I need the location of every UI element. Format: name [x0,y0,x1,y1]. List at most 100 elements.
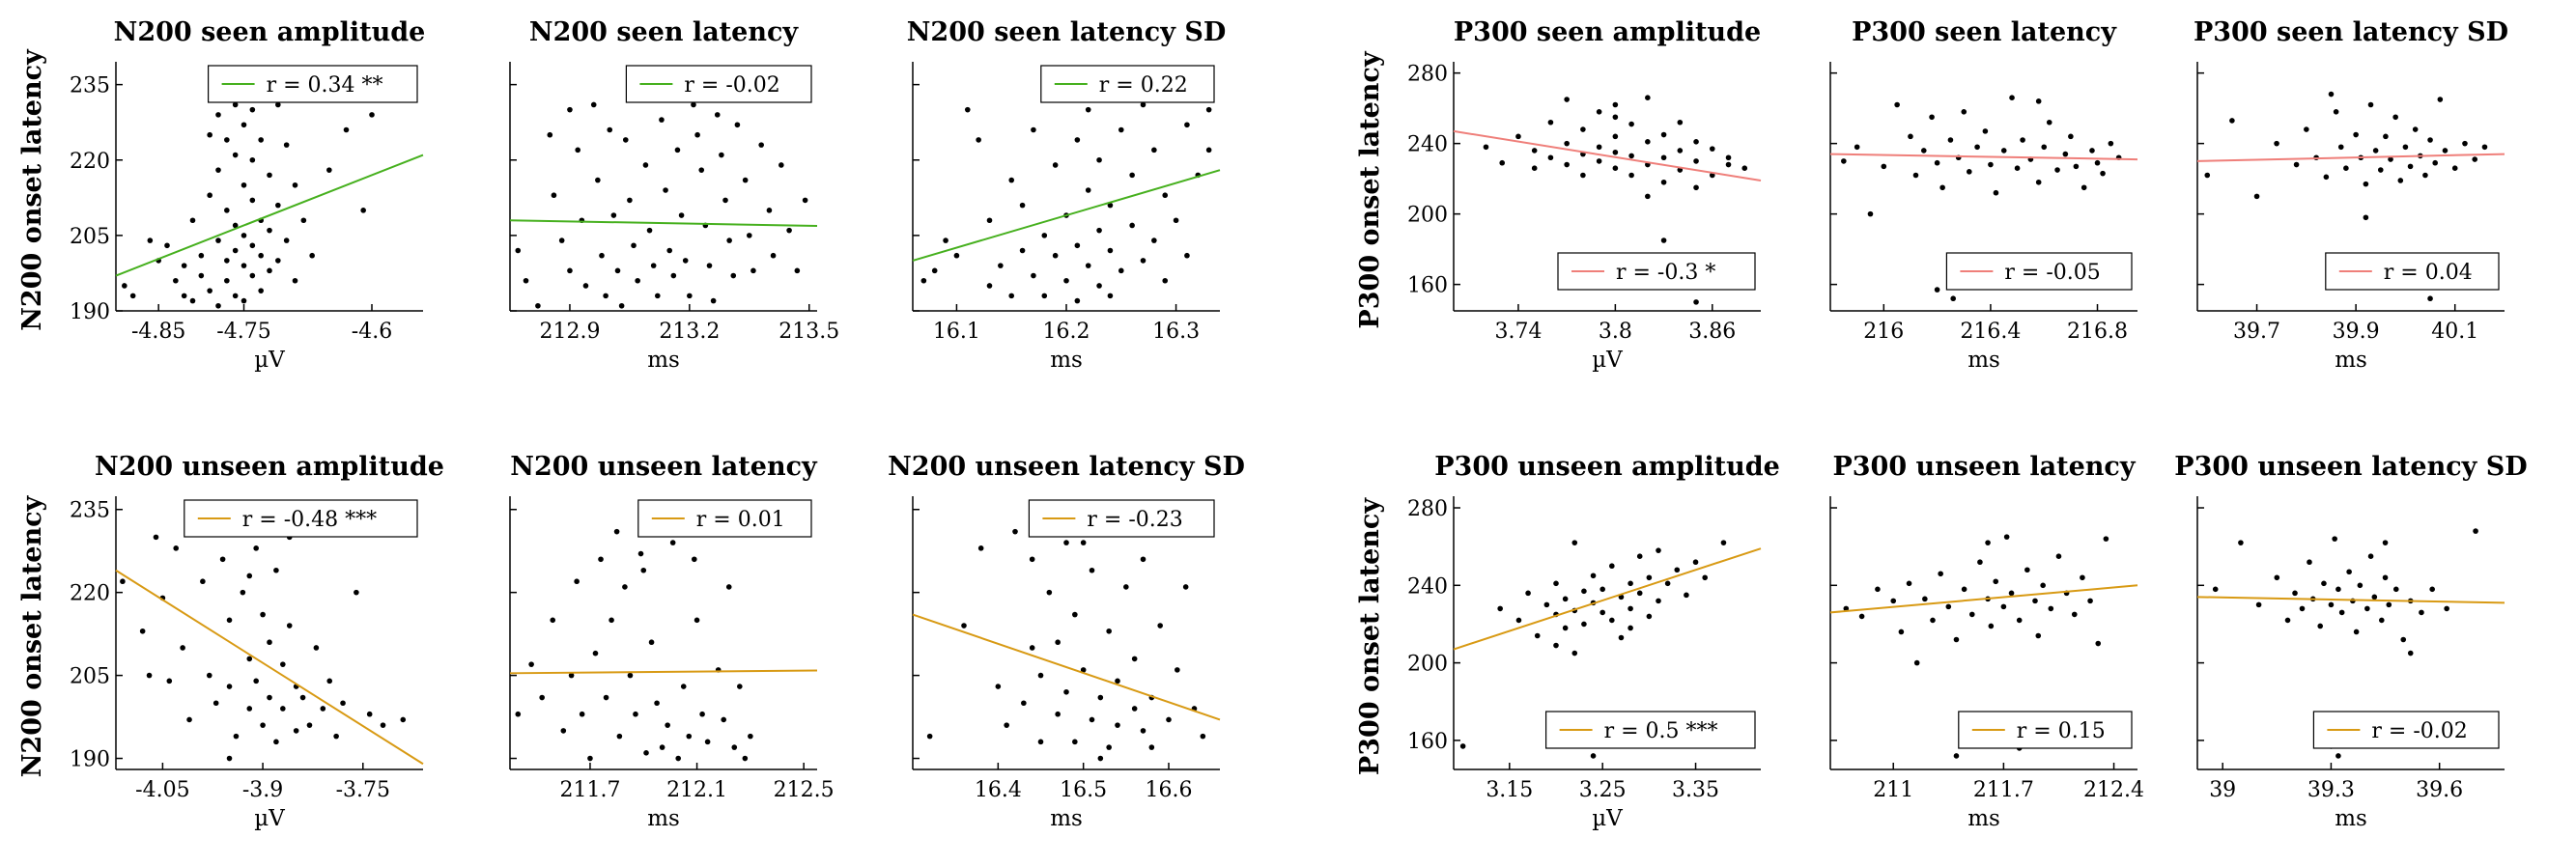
data-point [646,227,653,234]
data-point [226,684,233,689]
data-point [726,237,732,243]
data-point [567,267,573,274]
data-point [189,217,196,224]
x-tick-label: 3.8 [1599,320,1632,344]
data-point [2212,586,2219,593]
data-point [1974,144,1980,151]
data-point [734,122,741,128]
data-point [680,684,687,689]
x-tick-label: 212.1 [666,778,727,802]
data-point [215,237,221,243]
panel-title: P300 seen latency [1852,17,2117,47]
regression-line [509,669,818,675]
data-point [1660,179,1667,185]
data-point [2357,582,2364,589]
data-point [1961,586,1967,593]
legend-label: r = 0.01 [696,508,785,532]
data-point [574,578,580,585]
data-point [931,267,938,274]
data-point [2100,170,2106,177]
data-point [2040,582,2046,589]
data-point [1709,146,1715,152]
regression-line [115,154,424,277]
data-point [2229,118,2235,124]
data-point [1004,722,1009,728]
data-point [224,258,230,264]
data-point [722,197,728,204]
data-point [200,578,206,585]
data-point [1085,187,1091,193]
data-point [1947,137,1954,143]
y-tick-label: 220 [70,582,110,606]
data-point [1118,267,1124,274]
data-point [1628,172,1634,179]
data-point [1021,700,1027,707]
scatter-panel: N200 seen latency SD 16.1 16.2 16.3 ms r = 0.… [907,17,1227,373]
data-point [1140,101,1146,108]
data-point [1499,159,1506,166]
data-point [618,302,625,309]
data-point [614,267,621,274]
data-point [2437,97,2444,102]
data-point [2392,114,2398,121]
data-point [1945,603,1952,610]
data-point [241,297,247,304]
legend-label: r = 0.15 [2017,719,2106,743]
data-point [2472,156,2478,162]
data-point [1151,147,1157,154]
data-point [232,222,239,229]
data-point [748,733,753,740]
data-point [246,656,253,662]
data-point [1131,706,1138,712]
data-point [232,247,239,254]
data-point [1115,722,1120,728]
data-point [273,567,279,573]
y-tick-label: 220 [70,150,110,174]
data-point [692,556,697,563]
data-point [687,293,693,299]
scatter-panel: N200 unseen amplitude 190 205 220 235 -4.05 -3… [17,452,444,831]
legend: r = 0.34 ** [208,65,418,103]
scatter-panel: P300 unseen latency 211 211.7 212.4 ms r = 0.… [1829,452,2144,831]
data-point [2337,144,2344,151]
data-point [2095,640,2102,647]
data-point [1674,567,1681,573]
data-point [1596,144,1602,151]
data-point [2020,137,2025,143]
data-point [1628,625,1633,631]
legend-label: r = -0.3 * [1616,261,1715,285]
data-point [1063,277,1069,284]
scatter-panel: P300 seen latency 216 216.4 216.8 ms r = -0.0… [1829,17,2138,373]
data-point [719,152,724,158]
data-point [1089,716,1095,723]
data-point [2462,140,2468,147]
data-point [1966,169,1972,175]
x-tick-label: 211.7 [559,778,620,802]
data-point [2094,159,2101,166]
data-point [2304,126,2309,132]
data-point [1080,540,1087,545]
data-point [292,182,298,188]
data-point [2451,165,2458,171]
data-point [232,101,239,108]
data-point [1175,667,1180,673]
data-point [1182,584,1189,590]
panel-title: P300 seen latency SD [2194,17,2508,47]
data-point [1908,133,1913,140]
data-point [1571,540,1578,545]
data-point [267,227,272,234]
data-point [1531,165,1538,171]
data-point [2035,179,2042,185]
data-point [2108,140,2114,147]
data-point [1140,556,1146,563]
x-tick-label: 216.4 [1960,320,2021,344]
data-point [714,112,721,118]
x-tick-label: 212.9 [539,320,600,344]
y-tick-label: 190 [70,300,110,324]
data-point [2371,594,2378,601]
data-point [633,711,638,717]
regression-line [2196,153,2505,162]
data-point [2024,567,2030,573]
data-point [180,645,185,651]
legend-label: r = -0.02 [2371,719,2467,743]
